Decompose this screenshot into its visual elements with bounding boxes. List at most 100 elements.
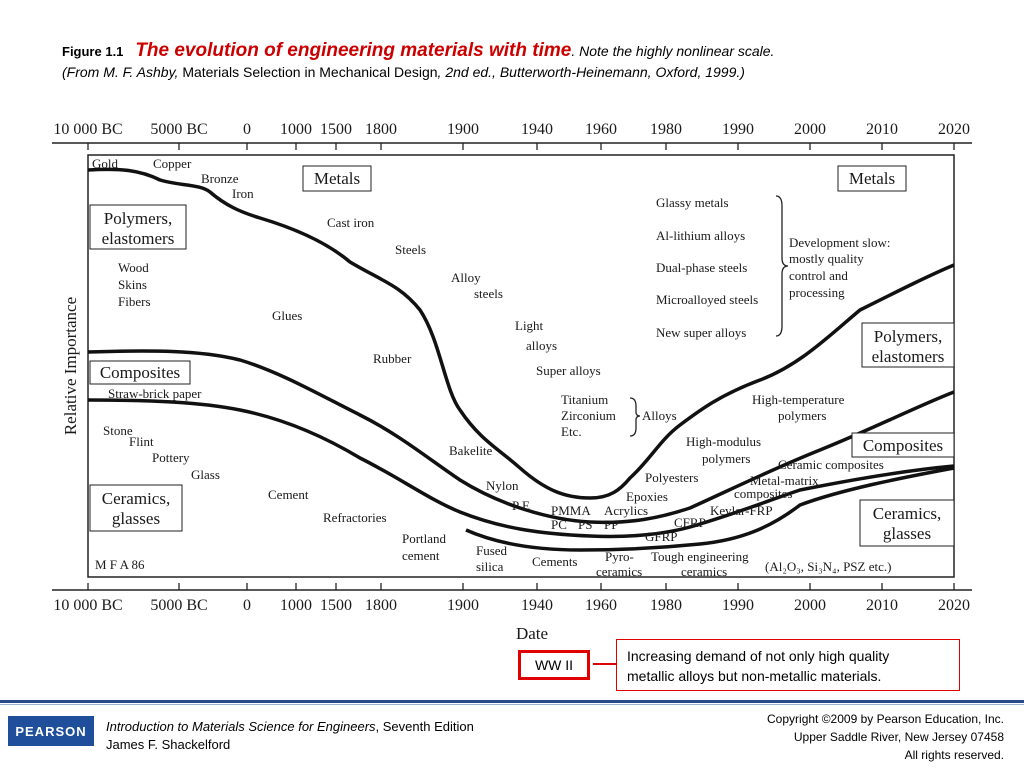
axis-tick-label: 1500 <box>320 597 352 614</box>
copyright: Copyright ©2009 by Pearson Education, In… <box>767 710 1004 764</box>
axis-tick-label: 1900 <box>447 597 479 614</box>
label-microalloyed: Microalloyed steels <box>656 292 758 307</box>
axis-tick-label: 2020 <box>938 597 970 614</box>
box-ceramics-right: Ceramics, glasses <box>859 499 955 547</box>
axis-tick-label: 1960 <box>585 121 617 138</box>
label-light: Light <box>515 318 544 333</box>
label-pyro-ceramics: ceramics <box>596 564 642 579</box>
box-polymers-right: Polymers, elastomers <box>861 322 955 368</box>
label-al-lithium: Al-lithium alloys <box>656 228 745 243</box>
label-glues: Glues <box>272 308 302 323</box>
book-info: Introduction to Materials Science for En… <box>106 718 474 754</box>
label-gfrp: GFRP <box>645 529 678 544</box>
svg-text:Polymers,: Polymers, <box>874 327 942 346</box>
label-high-temp: High-temperature <box>752 392 845 407</box>
box-metals-right: Metals <box>837 165 907 192</box>
book-title: Introduction to Materials Science for En… <box>106 719 376 734</box>
label-high-modulus-polymers: polymers <box>702 451 750 466</box>
label-alloy-steels: steels <box>474 286 503 301</box>
label-dev-2: mostly quality <box>789 251 864 266</box>
demand-note-line1: Increasing demand of not only high quali… <box>627 648 890 664</box>
label-refractories: Refractories <box>323 510 387 525</box>
label-portland-cement: cement <box>402 548 440 563</box>
label-fibers: Fibers <box>118 294 151 309</box>
label-pe: P E <box>512 498 530 513</box>
label-dual-phase: Dual-phase steels <box>656 260 747 275</box>
axis-tick-label: 2010 <box>866 121 898 138</box>
pearson-logo: PEARSON <box>8 716 94 746</box>
axis-tick-label: 1500 <box>320 121 352 138</box>
label-silica: silica <box>476 559 504 574</box>
label-portland: Portland <box>402 531 447 546</box>
label-alloys: Alloys <box>642 408 677 423</box>
brace-development <box>775 195 789 337</box>
figure-caption: Figure 1.1 The evolution of engineering … <box>62 40 1002 83</box>
material-labels: Gold Copper Bronze Iron Cast iron Steels… <box>92 156 891 579</box>
svg-text:Metals: Metals <box>314 169 360 188</box>
label-pottery: Pottery <box>152 450 190 465</box>
svg-text:elastomers: elastomers <box>872 347 945 366</box>
label-dev-4: processing <box>789 285 845 300</box>
figure-label: Figure 1.1 <box>62 44 124 59</box>
label-zirconium: Zirconium <box>561 408 616 423</box>
x-axis-label: Date <box>516 624 548 643</box>
axis-tick-label: 1960 <box>585 597 617 614</box>
label-fused: Fused <box>476 543 508 558</box>
label-pyro: Pyro- <box>605 549 634 564</box>
polymers-composites-curve <box>87 349 955 525</box>
axis-tick-label: 10 000 BC <box>53 121 122 138</box>
label-skins: Skins <box>118 277 147 292</box>
metals-curve <box>87 167 955 500</box>
svg-text:elastomers: elastomers <box>102 229 175 248</box>
svg-text:Polymers,: Polymers, <box>104 209 172 228</box>
label-dev-1: Development slow: <box>789 235 890 250</box>
axis-tick-label: 1000 <box>280 597 312 614</box>
svg-text:Ceramics,: Ceramics, <box>873 504 941 523</box>
ww2-box: WW II <box>518 650 590 680</box>
label-steels: Steels <box>395 242 426 257</box>
label-etc: Etc. <box>561 424 582 439</box>
svg-text:Composites: Composites <box>863 436 943 455</box>
label-flint: Flint <box>129 434 154 449</box>
axis-tick-label: 2020 <box>938 121 970 138</box>
label-tough: Tough engineering <box>651 549 749 564</box>
svg-text:glasses: glasses <box>112 509 160 528</box>
axis-tick-label: 2010 <box>866 597 898 614</box>
source-suffix: , 2nd ed., Butterworth-Heinemann, Oxford… <box>437 64 745 80</box>
label-metal-matrix-composites: composites <box>734 486 793 501</box>
label-iron: Iron <box>232 186 254 201</box>
book-edition: , Seventh Edition <box>375 719 474 734</box>
axis-tick-label: 1980 <box>650 597 682 614</box>
axis-tick-label: 1800 <box>365 121 397 138</box>
label-cast-iron: Cast iron <box>327 215 375 230</box>
label-bakelite: Bakelite <box>449 443 493 458</box>
bottom-axis-ticks: 10 000 BC 5000 BC 0 1000 1500 1800 1900 1940 196… <box>53 583 970 614</box>
label-ps: PS <box>578 517 592 532</box>
label-glassy-metals: Glassy metals <box>656 195 729 210</box>
plot-frame <box>87 154 955 578</box>
source-book: Materials Selection in Mechanical Design <box>182 64 438 80</box>
source-prefix: (From M. F. Ashby, <box>62 64 183 80</box>
axis-tick-label: 5000 BC <box>150 597 207 614</box>
label-titanium: Titanium <box>561 392 608 407</box>
box-polymers-left: Polymers, elastomers <box>89 204 187 250</box>
footer-divider <box>0 700 1024 703</box>
label-kevlar: Kevlar-FRP <box>710 503 773 518</box>
axis-tick-label: 2000 <box>794 597 826 614</box>
axis-tick-label: 1990 <box>722 597 754 614</box>
label-polyesters: Polyesters <box>645 470 698 485</box>
axis-tick-label: 1940 <box>521 121 553 138</box>
label-bronze: Bronze <box>201 171 239 186</box>
label-straw-brick: Straw-brick paper <box>108 386 202 401</box>
label-cfrp: CFRP <box>674 515 706 530</box>
svg-text:Metals: Metals <box>849 169 895 188</box>
label-copper: Copper <box>153 156 192 171</box>
label-gold: Gold <box>92 156 119 171</box>
box-composites-right: Composites <box>851 432 955 458</box>
label-wood: Wood <box>118 260 149 275</box>
label-epoxies: Epoxies <box>626 489 668 504</box>
label-rubber: Rubber <box>373 351 412 366</box>
axis-tick-label: 0 <box>243 597 251 614</box>
box-ceramics-left: Ceramics, glasses <box>89 484 183 532</box>
label-pp: PP <box>604 517 618 532</box>
